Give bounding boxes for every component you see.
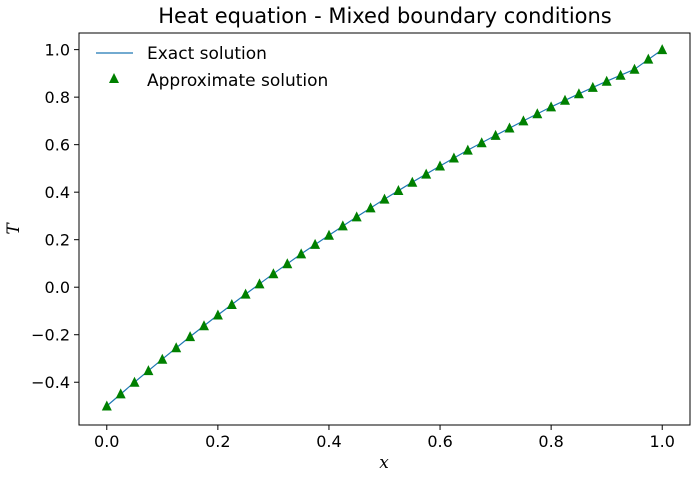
approx-point xyxy=(587,81,598,92)
approx-point xyxy=(185,331,196,342)
approx-point xyxy=(615,69,626,80)
approx-point xyxy=(282,258,293,269)
approx-point xyxy=(435,160,445,171)
approx-point xyxy=(351,211,362,222)
y-axis-label: T xyxy=(4,222,24,235)
approx-point xyxy=(643,53,654,64)
y-tick-label: 0.4 xyxy=(45,183,70,202)
x-tick-label: 0.2 xyxy=(205,432,230,451)
y-tick-label: 0.8 xyxy=(45,88,70,107)
approx-point xyxy=(421,168,432,179)
approx-point xyxy=(462,144,473,155)
y-tick-label: −0.2 xyxy=(31,326,70,345)
legend-approx-marker xyxy=(109,73,119,83)
x-tick-label: 0.4 xyxy=(316,432,341,451)
approx-point xyxy=(573,88,584,99)
x-axis-label: x xyxy=(379,453,389,473)
approx-point xyxy=(310,238,321,249)
exact-solution-series xyxy=(106,49,663,407)
plot-frame xyxy=(78,32,691,426)
approx-point xyxy=(407,176,418,187)
approx-point xyxy=(337,220,348,231)
approx-point xyxy=(240,288,251,299)
approx-point xyxy=(324,229,334,240)
approx-point xyxy=(143,365,154,376)
y-tick-label: 0.2 xyxy=(45,231,70,250)
approx-point xyxy=(226,299,237,309)
approx-point xyxy=(365,202,376,213)
approx-point xyxy=(490,129,501,140)
approx-point xyxy=(657,44,668,55)
approx-point xyxy=(171,342,182,353)
approx-point xyxy=(532,108,543,119)
approx-point xyxy=(560,94,570,105)
approx-point xyxy=(268,268,279,279)
x-tick-label: 0.8 xyxy=(538,432,563,451)
approx-point xyxy=(476,137,487,148)
legend-approx-label: Approximate solution xyxy=(147,71,328,91)
legend: Exact solution Approximate solution xyxy=(96,44,328,91)
chart-title: Heat equation - Mixed boundary condition… xyxy=(158,4,612,28)
x-tick-label: 0.6 xyxy=(427,432,452,451)
approx-point xyxy=(115,388,126,399)
y-tick-label: −0.4 xyxy=(31,373,70,392)
y-tick-label: 0.0 xyxy=(45,278,70,297)
approx-point xyxy=(101,400,112,411)
approximate-solution-series xyxy=(101,44,668,411)
approx-point xyxy=(212,309,223,320)
approx-point xyxy=(393,185,404,195)
approx-point xyxy=(518,115,529,126)
approx-point xyxy=(448,152,459,163)
approx-point xyxy=(601,75,612,86)
approx-point xyxy=(546,101,557,112)
y-tick-label: 0.6 xyxy=(45,136,70,155)
x-axis: 0.0 0.2 0.4 0.6 0.8 1.0 xyxy=(94,425,675,451)
y-tick-label: 1.0 xyxy=(45,41,70,60)
x-tick-label: 0.0 xyxy=(94,432,119,451)
y-axis: −0.4 −0.2 0.0 0.2 0.4 0.6 0.8 1.0 xyxy=(31,41,79,392)
approx-point xyxy=(504,122,515,133)
approx-point xyxy=(129,376,140,387)
approx-point xyxy=(157,353,168,364)
approx-point xyxy=(199,320,209,331)
exact-solution-line xyxy=(106,49,663,407)
legend-exact-label: Exact solution xyxy=(147,44,267,64)
x-tick-label: 1.0 xyxy=(650,432,675,451)
approx-point xyxy=(629,63,640,74)
approx-point xyxy=(296,248,307,259)
approx-point xyxy=(254,278,265,289)
approx-point xyxy=(379,193,390,204)
